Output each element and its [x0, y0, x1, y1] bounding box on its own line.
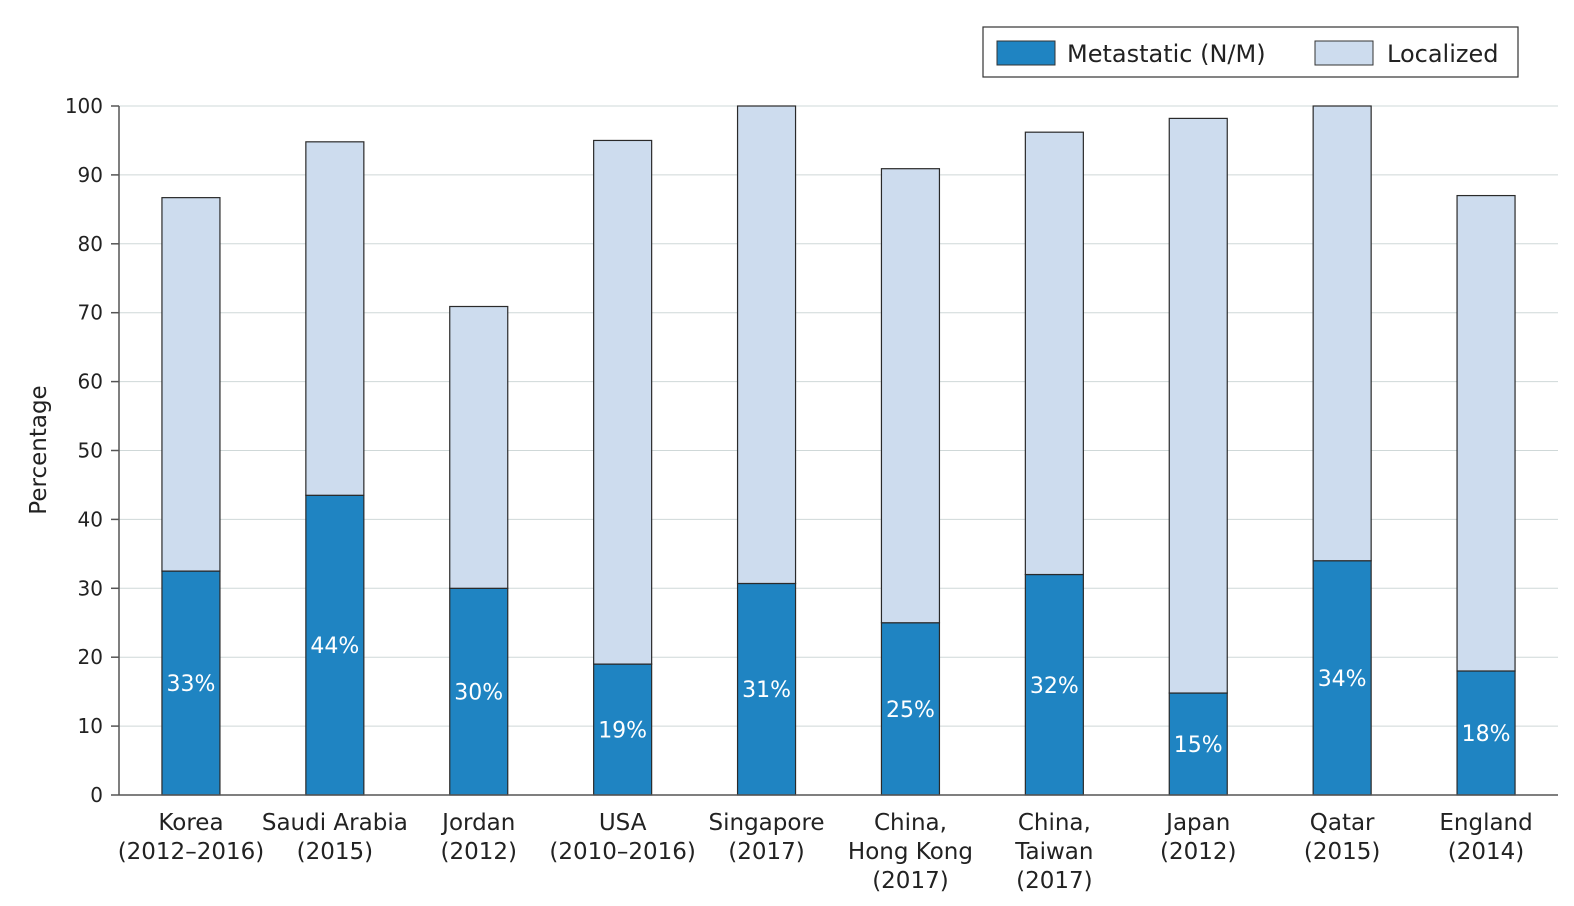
x-category-labels: Korea (2012–2016)Saudi Arabia (2015) Jordan… — [118, 810, 1533, 894]
bar-value-label: 31% — [742, 678, 791, 703]
y-tick-label: 20 — [78, 645, 103, 669]
y-tick-label: 30 — [78, 576, 103, 600]
bar-value-label: 33% — [166, 672, 215, 697]
y-tick-label: 40 — [78, 507, 103, 531]
y-axis-title: Percentage — [26, 385, 52, 514]
y-tick-label: 90 — [78, 163, 103, 187]
x-category-label: Singapore (2017) — [709, 810, 825, 865]
x-category-label: Saudi Arabia (2015) — [262, 810, 408, 865]
bar-localized — [449, 305, 509, 589]
bar-value-label: 30% — [454, 681, 503, 706]
bar-localized — [736, 105, 797, 585]
y-tick-label: 80 — [78, 232, 103, 256]
y-ticks: 0 10 20 30 40 50 60 70 80 90 100 — [65, 94, 119, 807]
x-category-label: Korea (2012–2016) — [118, 810, 265, 865]
x-category-label: China, Hong Kong (2017) — [848, 810, 973, 894]
bar-localized — [1456, 194, 1516, 672]
bar-metastatic — [736, 582, 797, 796]
legend-swatch-localized — [1314, 40, 1374, 66]
legend: Metastatic (N/M) Localized — [982, 26, 1519, 78]
bars: 33% 44% 30% 19% 31% 25% 32% 15% 34% 18% — [161, 105, 1516, 796]
bar-metastatic — [449, 587, 509, 796]
bar-value-label: 32% — [1030, 674, 1079, 699]
bar-value-label: 19% — [598, 719, 647, 744]
legend-box — [982, 26, 1519, 78]
y-tick-label: 0 — [90, 783, 103, 807]
bar-metastatic — [593, 663, 653, 796]
bar-metastatic — [1168, 692, 1228, 796]
bar-localized — [161, 197, 221, 572]
bar-localized — [1312, 105, 1372, 562]
bar-localized — [1168, 117, 1228, 694]
legend-swatch-metastatic — [996, 40, 1056, 66]
bar-localized — [305, 141, 365, 496]
legend-label-metastatic: Metastatic (N/M) — [1067, 40, 1266, 68]
x-category-label: Qatar (2015) — [1304, 810, 1380, 865]
x-category-label: Japan (2012) — [1160, 810, 1236, 865]
bar-localized — [880, 168, 941, 624]
x-category-label: England (2014) — [1439, 810, 1532, 865]
y-tick-label: 50 — [78, 439, 103, 463]
legend-label-localized: Localized — [1387, 40, 1498, 68]
bar-localized — [1024, 131, 1084, 576]
y-tick-label: 10 — [78, 714, 103, 738]
y-tick-label: 60 — [78, 370, 103, 394]
bar-value-label: 25% — [886, 698, 935, 723]
bar-localized — [593, 139, 653, 665]
x-category-label: China, Taiwan (2017) — [1014, 810, 1093, 894]
y-tick-label: 100 — [65, 94, 103, 118]
bar-value-label: 15% — [1174, 733, 1223, 758]
y-tick-label: 70 — [78, 301, 103, 325]
bar-value-label: 34% — [1318, 667, 1367, 692]
x-category-label: Jordan (2012) — [440, 810, 517, 865]
bar-value-label: 44% — [310, 634, 359, 659]
bar-metastatic — [305, 494, 365, 796]
bar-metastatic — [1312, 560, 1372, 796]
bar-value-label: 18% — [1462, 722, 1511, 747]
x-category-label: USA (2010–2016) — [549, 810, 696, 865]
